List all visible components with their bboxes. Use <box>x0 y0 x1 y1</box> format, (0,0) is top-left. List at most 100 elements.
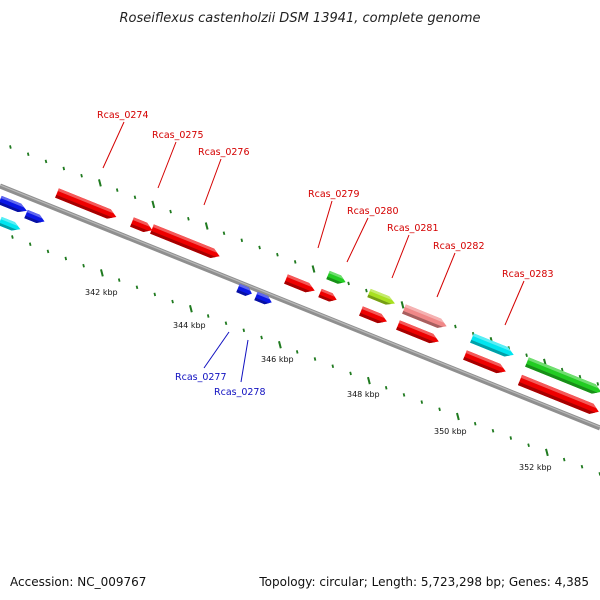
gene-arrow-rcas-0281-b[interactable] <box>359 306 389 326</box>
gene-label-rcas-0278: Rcas_0278 <box>214 387 266 398</box>
gene-label-rcas-0281: Rcas_0281 <box>387 223 439 234</box>
outer-minor-tick <box>347 281 350 286</box>
gene-arrow-blue-left-2[interactable] <box>24 209 46 226</box>
accession-text: Accession: NC_009767 <box>10 575 146 589</box>
gene-arrow-highlight <box>238 283 251 291</box>
outer-minor-tick <box>276 252 279 257</box>
scale-label-348: 348 kbp <box>347 390 380 399</box>
outer-minor-tick <box>222 231 226 236</box>
scale-label-352: 352 kbp <box>519 463 552 472</box>
gene-arrow-highlight <box>404 304 445 323</box>
gene-label-rcas-0274: Rcas_0274 <box>97 110 149 121</box>
inner-leader-lines <box>203 331 249 383</box>
gene-arrow-rcas-0277[interactable] <box>236 283 253 298</box>
gene-arrow-shadow <box>402 310 443 328</box>
gene-arrow-highlight <box>328 270 344 280</box>
gene-arrow-green-right[interactable] <box>525 357 600 396</box>
gene-arrow-rcas-0282[interactable] <box>402 304 448 330</box>
gene-arrow-shadow <box>463 356 503 374</box>
inner-minor-tick <box>562 457 566 462</box>
gene-arrow-rcas-0279[interactable] <box>284 274 316 295</box>
gene-arrow-rcas-0279-b[interactable] <box>326 270 347 286</box>
genome-summary-text: Topology: circular; Length: 5,723,298 bp… <box>258 575 589 589</box>
inner-major-tick <box>189 305 193 313</box>
inner-tick-track <box>11 235 600 476</box>
inner-minor-tick <box>349 371 352 376</box>
inner-minor-tick <box>438 407 441 412</box>
scale-label-344: 344 kbp <box>173 321 206 330</box>
inner-minor-tick <box>135 285 139 290</box>
inner-minor-tick <box>224 321 228 326</box>
gene-arrow-highlight <box>361 306 385 319</box>
outer-leader-lines <box>102 121 525 326</box>
map-title: Roseiflexus castenholzii DSM 13941, comp… <box>120 11 481 26</box>
inner-minor-tick <box>242 328 246 333</box>
outer-minor-tick <box>240 238 244 243</box>
gene-label-rcas-0282: Rcas_0282 <box>433 241 485 252</box>
gene-arrow-blue-left[interactable] <box>0 195 29 215</box>
inner-minor-tick <box>313 357 317 361</box>
inner-minor-tick <box>64 256 68 261</box>
inner-minor-tick <box>527 443 530 448</box>
gene-arrow-shadow <box>150 230 216 258</box>
gene-arrow-shadow <box>130 223 149 232</box>
gene-arrow-red-right[interactable] <box>517 374 600 417</box>
gene-arrow-shadow <box>55 194 113 219</box>
gene-arrow-shadow <box>517 382 596 414</box>
inner-minor-tick <box>473 421 477 426</box>
outer-minor-tick <box>454 324 457 329</box>
gene-arrow-rcas-0283[interactable] <box>470 333 515 359</box>
gene-arrow-highlight <box>398 320 437 339</box>
gene-arrow-rcas-0280[interactable] <box>318 288 338 304</box>
gene-arrow-shadow <box>284 280 312 293</box>
gene-arrow-highlight <box>256 291 271 300</box>
inner-minor-tick <box>295 350 299 354</box>
outer-minor-tick <box>525 353 528 358</box>
genome-backbone <box>0 183 600 431</box>
leader-line-rcas-0278 <box>240 339 249 383</box>
inner-major-tick <box>545 448 549 457</box>
gene-arrow-rcas-0274[interactable] <box>55 188 118 221</box>
leader-line-rcas-0282 <box>436 252 456 298</box>
inner-minor-tick <box>509 436 513 440</box>
gene-arrow-cyan-left[interactable] <box>0 216 22 234</box>
gene-arrow-highlight <box>0 216 18 227</box>
inner-minor-tick <box>46 249 50 254</box>
gene-arrow-highlight <box>0 195 25 208</box>
genome-backbone-highlight <box>0 184 600 428</box>
gene-arrow-highlight <box>465 350 504 369</box>
gene-arrow-highlight <box>520 374 597 409</box>
outer-minor-tick <box>26 152 30 157</box>
gene-arrow-shadow <box>525 363 598 394</box>
inner-minor-tick <box>153 292 157 297</box>
inner-minor-tick <box>580 464 584 469</box>
outer-major-tick <box>151 200 156 209</box>
leader-line-rcas-0277 <box>203 331 230 369</box>
leader-line-rcas-0283 <box>504 280 525 326</box>
outer-major-tick <box>311 265 316 273</box>
inner-minor-tick <box>331 364 335 369</box>
gene-label-rcas-0275: Rcas_0275 <box>152 130 204 141</box>
inner-minor-tick <box>206 314 210 318</box>
gene-arrow-rcas-0283-b[interactable] <box>463 350 508 376</box>
gene-label-rcas-0279: Rcas_0279 <box>308 189 360 200</box>
inner-minor-tick <box>82 263 85 268</box>
inner-minor-tick <box>420 400 424 404</box>
outer-minor-tick <box>115 188 119 192</box>
inner-minor-tick <box>28 242 32 247</box>
leader-line-rcas-0276 <box>203 158 222 206</box>
gene-arrow-shadow <box>470 339 511 357</box>
gene-label-rcas-0277: Rcas_0277 <box>175 372 227 383</box>
gene-arrow-rcas-0278[interactable] <box>254 291 273 307</box>
outer-minor-tick <box>560 367 564 372</box>
gene-arrow-highlight <box>132 217 151 227</box>
gene-arrow-shadow <box>0 201 24 213</box>
gene-arrow-rcas-0281[interactable] <box>367 288 396 308</box>
gene-arrow-shadow <box>318 294 334 302</box>
gene-arrow-rcas-0282-b[interactable] <box>396 320 441 346</box>
inner-major-tick <box>456 412 460 421</box>
scale-label-350: 350 kbp <box>434 427 467 436</box>
gene-arrow-rcas-0275[interactable] <box>130 217 154 235</box>
inner-minor-tick <box>260 335 263 340</box>
gene-arrow-rcas-0276[interactable] <box>150 224 221 261</box>
